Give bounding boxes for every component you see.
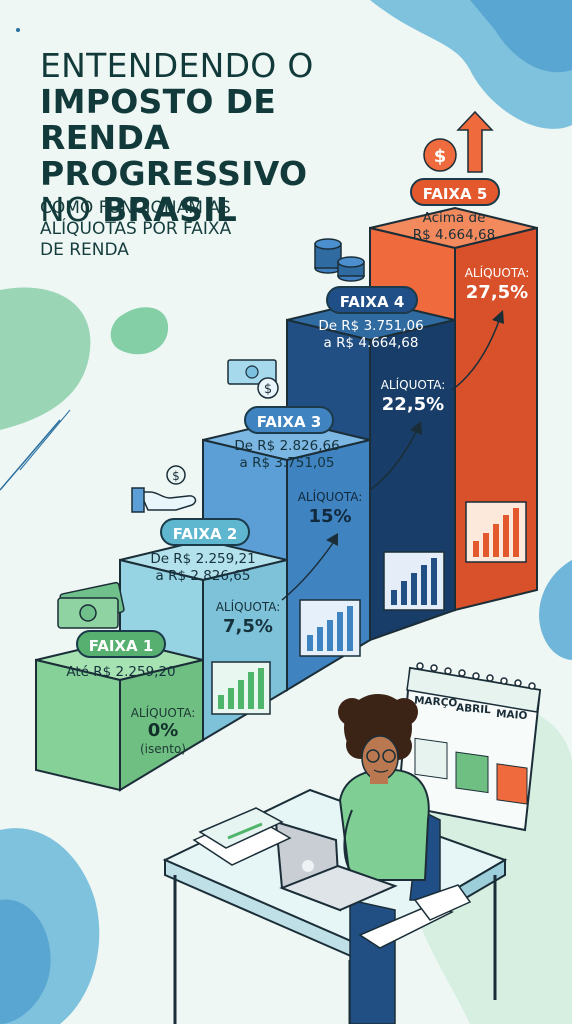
calendar-month-2: ABRIL [455,701,492,717]
faixa-4-rate-label: ALÍQUOTA: [380,378,446,392]
faixa-3-range: De R$ 2.826,66 a R$ 3.751,05 [222,438,352,472]
bar-chart-icon [299,599,361,657]
faixa-2-range: De R$ 2.259,21 a R$ 2.826,65 [138,551,268,585]
faixa-4-range-line-1: De R$ 3.751,06 [318,318,424,334]
subtitle-line-1: COMO FUNCIONAM AS [40,198,231,218]
faixa-2-range-line-1: De R$ 2.259,21 [150,551,256,567]
subtitle-line-2: ALÍQUOTAS POR FAIXA [40,219,232,239]
faixa-1-note: (isento) [140,742,186,756]
faixa-1-rate: 0% [147,720,179,741]
money-bill-icon [57,581,125,629]
faixa-1-range: Até R$ 2.259,20 [56,664,186,681]
title-line-1: ENTENDENDO O [40,46,314,85]
laptop-icon [274,820,398,912]
title-line-4-bold: BRASIL [102,190,238,229]
faixa-1-label: FAIXA 1 [76,630,166,658]
faixa-3-label: FAIXA 3 [244,406,334,434]
bar-chart-icon [465,501,527,563]
faixa-3-rate-label: ALÍQUOTA: [297,490,363,504]
hand-coin-icon: $ [131,465,197,513]
faixa-4-range-line-2: a R$ 4.664,68 [323,335,419,351]
document-icon [192,807,292,866]
bg-blob-left [0,287,91,430]
bar-chart-icon [383,551,445,611]
svg-text:$: $ [264,382,272,397]
faixa-3-rate: 15% [308,506,352,527]
receipt-icon [358,884,472,949]
faixa-5-range: Acima de R$ 4.664,68 [386,210,522,244]
calendar-month-3: MAIO [495,707,528,723]
title-line-2: IMPOSTO DE RENDA [40,82,277,157]
faixa-3-range-line-1: De R$ 2.826,66 [234,438,340,454]
faixa-2-range-line-2: a R$ 2.826,65 [155,568,251,584]
svg-text:$: $ [434,146,447,167]
faixa-5-rate-label: ALÍQUOTA: [464,266,530,280]
faixa-2-rate-label: ALÍQUOTA: [215,600,281,614]
svg-text:$: $ [172,469,180,483]
faixa-4-range: De R$ 3.751,06 a R$ 4.664,68 [306,318,436,352]
faixa-5-range-line-2: R$ 4.664,68 [412,227,496,243]
cash-coin-icon: $ [227,359,279,399]
title-line-3: PROGRESSIVO [40,154,308,193]
subtitle: COMO FUNCIONAM AS ALÍQUOTAS POR FAIXA DE… [40,198,270,261]
subtitle-line-3: DE RENDA [40,240,129,260]
faixa-1-rate-label: ALÍQUOTA: [130,706,196,720]
coin-stack-icon [314,238,365,282]
faixa-4-label: FAIXA 4 [326,286,418,314]
faixa-1-range-line-1: Até R$ 2.259,20 [66,664,176,680]
title-line-4-light: NO [40,190,92,229]
bg-blob-right [539,560,572,660]
faixa-2-label: FAIXA 2 [160,518,250,546]
person-illustration [338,694,441,1024]
faixa-5-label: FAIXA 5 [410,178,500,206]
faixa-5-range-line-1: Acima de [422,210,486,226]
faixa-2-rate: 7,5% [223,616,273,637]
dollar-arrow-up-icon: $ [423,110,494,173]
page-title: ENTENDENDO O IMPOSTO DE RENDA PROGRESSIV… [40,48,380,228]
faixa-5-rate: 27,5% [465,282,529,303]
faixa-4-rate: 22,5% [381,394,445,415]
faixa-3-range-line-2: a R$ 3.751,05 [239,455,335,471]
bar-chart-icon [211,661,271,715]
